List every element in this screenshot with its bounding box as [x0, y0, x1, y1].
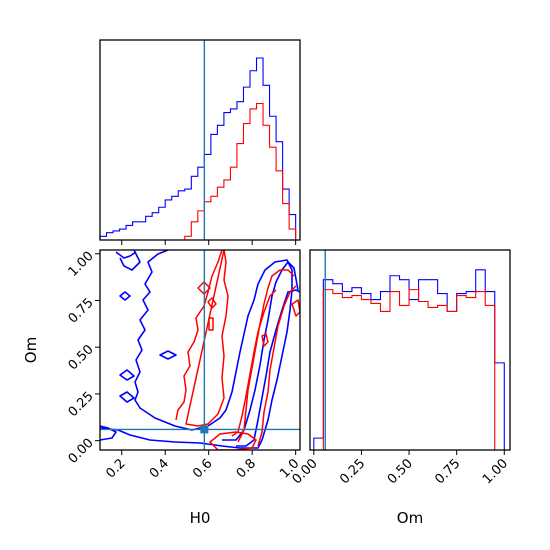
blue-contour-mid [222, 261, 300, 447]
red-blob-4 [261, 333, 269, 347]
contour-xtick-label: 0.8 [234, 456, 259, 481]
contour-yticks: 0.00 0.25 0.50 0.75 1.00 [66, 249, 100, 467]
hist-om-xticks: 0.00 0.25 0.50 0.75 1.00 [290, 450, 511, 487]
hist-om-panel: 0.00 0.25 0.50 0.75 1.00 Om [290, 249, 511, 527]
red-blob-2 [207, 297, 217, 309]
red-blob-3 [208, 317, 214, 331]
blue-blob-3 [119, 391, 135, 403]
contour-ytick-label: 0.50 [66, 342, 97, 373]
blue-contour-outer [100, 250, 293, 449]
blue-blob-4 [159, 350, 177, 360]
contour-ytick-label: 1.00 [66, 249, 97, 280]
hist-om-xtick-label: 0.75 [432, 456, 463, 487]
red-blob-5 [291, 299, 300, 317]
truth-marker [200, 425, 209, 434]
blue-blob-1 [119, 291, 131, 301]
red-contours [175, 250, 300, 450]
contour-xtick-label: 0.4 [147, 456, 172, 481]
hist-h0-background [100, 40, 300, 240]
red-contour-inner-right [231, 289, 277, 437]
contour-xtick-label: 0.2 [103, 456, 128, 481]
contour-ytick-label: 0.00 [66, 436, 97, 467]
hist-om-xtick-label: 1.00 [480, 456, 511, 487]
red-contour-bottom [209, 431, 257, 450]
xlabel-om: Om [397, 509, 423, 527]
hist-om-series [313, 269, 505, 451]
contour-frame [99, 249, 301, 451]
hist-om-frame [309, 249, 511, 451]
hist-om-xtick-label: 0.25 [337, 456, 368, 487]
red-blob-1 [197, 281, 211, 295]
contour-ytick-label: 0.75 [66, 296, 97, 327]
hist-h0-panel [99, 39, 301, 245]
red-contour-outer [175, 250, 229, 427]
contour-ytick-label: 0.25 [66, 389, 97, 420]
contour-panel: 0.2 0.4 0.6 0.8 1.0 0.000.250.500.751.00 H0 … [22, 249, 302, 527]
xlabel-h0: H0 [190, 509, 211, 527]
hist-om-xtick-label: 0.50 [385, 456, 416, 487]
hist-om-blue-step [313, 269, 505, 450]
contour-xtick-label: 0.6 [190, 456, 215, 481]
hist-h0-blue-step [99, 57, 297, 240]
ylabel-om: Om [22, 337, 40, 363]
hist-om-red-step [313, 289, 505, 451]
contour-plot-area [100, 250, 300, 450]
hist-h0-frame [99, 39, 301, 241]
blue-contour-left-loop [100, 425, 117, 441]
blue-blob-2 [119, 369, 135, 381]
blue-contour-upper-left [115, 250, 141, 271]
contour-xticks: 0.2 0.4 0.6 0.8 1.0 [103, 450, 302, 481]
hist-h0-ticks [121, 240, 297, 245]
